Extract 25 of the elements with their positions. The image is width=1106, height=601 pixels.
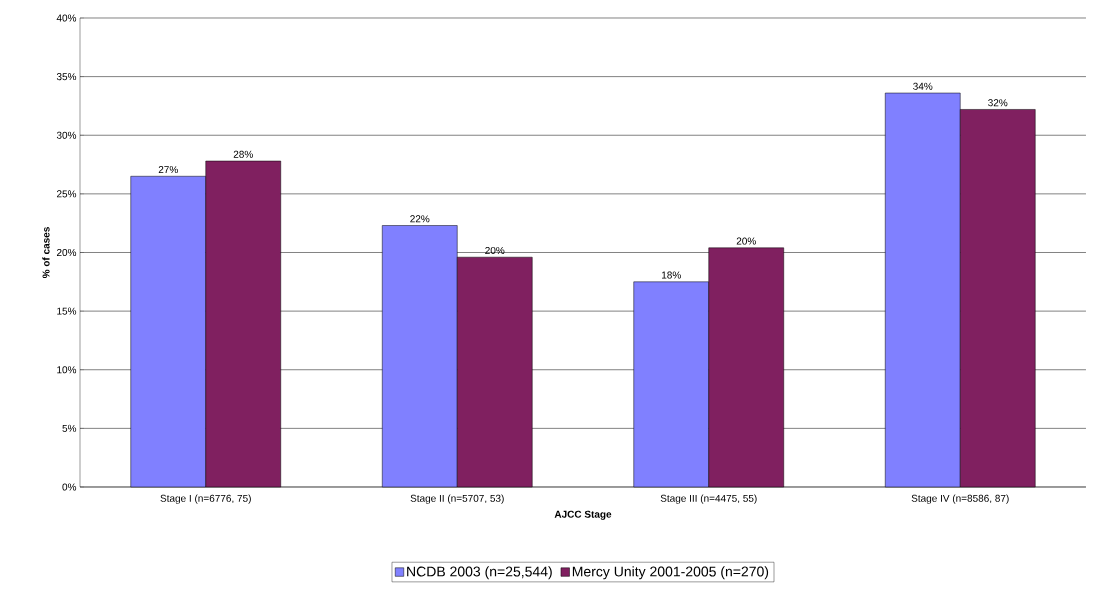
- y-tick-label: 15%: [57, 307, 77, 315]
- y-tick-label: 5%: [62, 424, 77, 432]
- x-axis-title: AJCC Stage: [554, 510, 612, 520]
- y-tick-label: 0%: [62, 483, 77, 491]
- data-label: 20%: [736, 237, 756, 245]
- x-tick-label: Stage II (n=5707, 53): [410, 494, 504, 504]
- x-tick-label: Stage I (n=6776, 75): [160, 494, 251, 504]
- y-tick-label: 20%: [56, 248, 77, 257]
- data-label: 32%: [988, 99, 1008, 107]
- y-axis-title: % of cases: [42, 227, 50, 279]
- y-tick-label: 10%: [57, 366, 77, 374]
- y-tick-label: 40%: [56, 14, 77, 22]
- data-label: 18%: [662, 271, 681, 279]
- data-label: 22%: [410, 215, 430, 223]
- data-label: 27%: [158, 166, 178, 174]
- x-tick-label: Stage IV (n=8586, 87): [911, 494, 1009, 504]
- y-tick-label: 30%: [56, 131, 77, 139]
- y-tick-label: 35%: [56, 73, 77, 81]
- legend-label: Mercy Unity 2001-2005 (n=270): [572, 566, 769, 580]
- data-label: 28%: [233, 150, 253, 158]
- y-tick-label: 25%: [56, 190, 77, 198]
- data-label: 20%: [485, 246, 505, 254]
- data-label: 34%: [913, 82, 933, 90]
- legend-label: NCDB 2003 (n=25,544): [407, 566, 552, 580]
- x-tick-label: Stage III (n=4475, 55): [660, 494, 757, 504]
